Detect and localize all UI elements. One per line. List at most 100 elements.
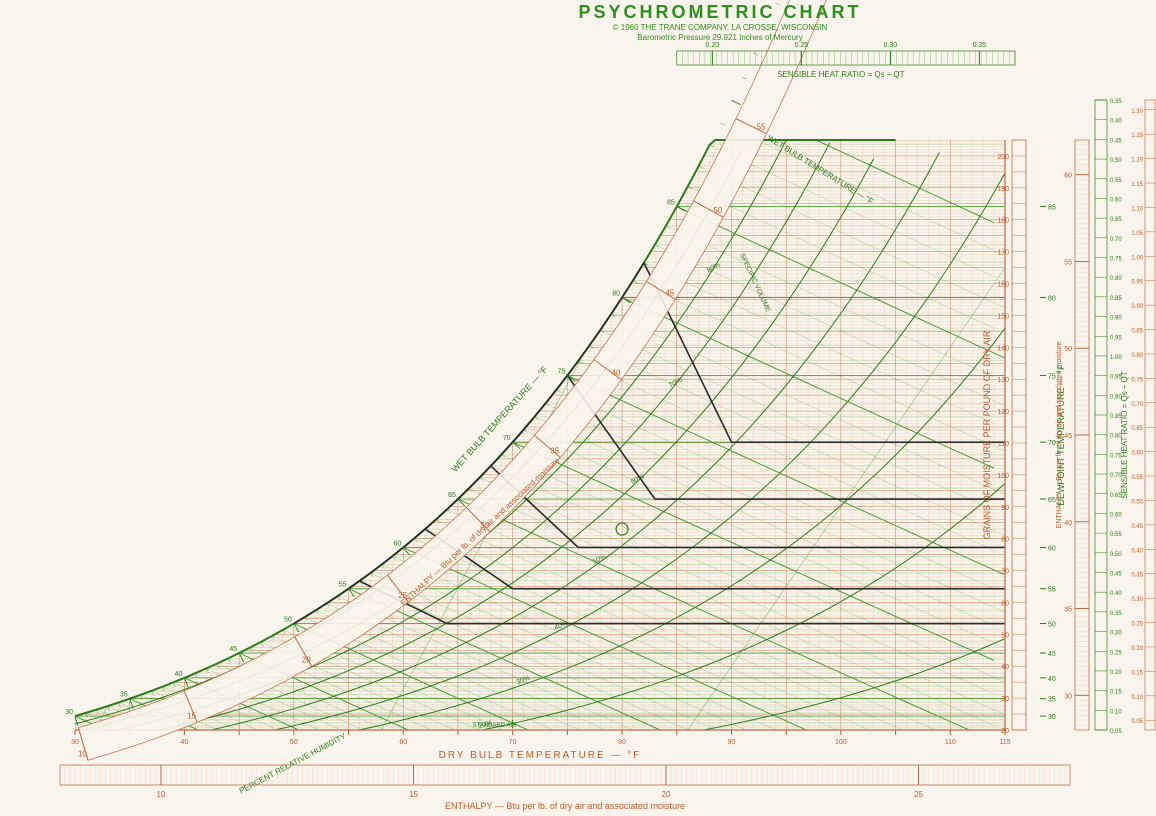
svg-text:1.30: 1.30: [1131, 109, 1143, 115]
svg-text:35: 35: [1048, 697, 1056, 704]
svg-text:ENTHALPY — Btu per lb. of dry: ENTHALPY — Btu per lb. of dry air and as…: [445, 801, 685, 811]
svg-text:0.10: 0.10: [1110, 709, 1122, 715]
svg-text:0.20: 0.20: [1110, 670, 1122, 676]
svg-text:40: 40: [181, 739, 189, 746]
svg-text:0.85: 0.85: [1131, 329, 1143, 335]
svg-text:80: 80: [1001, 537, 1009, 544]
svg-text:30: 30: [1064, 693, 1072, 700]
svg-text:0.80: 0.80: [1131, 353, 1143, 359]
svg-text:35: 35: [1064, 607, 1072, 614]
svg-text:55: 55: [1064, 259, 1072, 266]
svg-text:200: 200: [997, 154, 1009, 161]
svg-text:40: 40: [612, 369, 621, 378]
svg-text:40: 40: [1048, 676, 1056, 683]
svg-text:25: 25: [914, 790, 923, 799]
svg-text:60: 60: [399, 739, 407, 746]
svg-text:0.15: 0.15: [1131, 670, 1143, 676]
svg-text:0.70: 0.70: [1110, 237, 1122, 243]
svg-text:45: 45: [1048, 651, 1056, 658]
svg-text:55: 55: [339, 582, 347, 589]
svg-text:0.75: 0.75: [1131, 377, 1143, 383]
svg-text:60: 60: [393, 540, 401, 547]
svg-text:GRAINS OF MOISTURE PER POUND O: GRAINS OF MOISTURE PER POUND OF DRY AIR: [982, 330, 992, 539]
svg-text:SENSIBLE HEAT RATIO = Qs ÷ QT: SENSIBLE HEAT RATIO = Qs ÷ QT: [1120, 371, 1129, 498]
svg-text:0.45: 0.45: [1131, 524, 1143, 530]
svg-text:50: 50: [1048, 622, 1056, 629]
svg-text:0.10: 0.10: [1131, 695, 1143, 701]
svg-text:110: 110: [998, 441, 1009, 448]
svg-text:DRY BULB TEMPERATURE — °F: DRY BULB TEMPERATURE — °F: [439, 750, 642, 761]
svg-text:0.45: 0.45: [1110, 572, 1122, 578]
svg-text:0.30: 0.30: [1110, 631, 1122, 637]
svg-text:1.25: 1.25: [1131, 133, 1143, 139]
svg-text:30: 30: [65, 709, 73, 716]
svg-text:0.95: 0.95: [1110, 335, 1122, 341]
svg-text:0.35: 0.35: [973, 42, 987, 49]
svg-text:15: 15: [187, 711, 196, 720]
svg-text:0.55: 0.55: [1110, 532, 1122, 538]
svg-text:20: 20: [1001, 728, 1009, 735]
svg-text:65: 65: [448, 492, 456, 499]
svg-text:0.50: 0.50: [1131, 499, 1143, 505]
svg-text:1.20: 1.20: [1131, 158, 1143, 164]
svg-text:180: 180: [997, 218, 1009, 225]
svg-text:0.50: 0.50: [1110, 552, 1122, 558]
svg-text:80: 80: [1048, 295, 1056, 302]
svg-text:75: 75: [1048, 373, 1056, 380]
svg-text:70: 70: [1048, 440, 1056, 447]
svg-text:60: 60: [1064, 173, 1072, 180]
svg-text:0.90: 0.90: [1131, 304, 1143, 310]
svg-text:50: 50: [1001, 632, 1009, 639]
svg-text:1.05: 1.05: [1131, 231, 1143, 237]
svg-text:0.85: 0.85: [1110, 296, 1122, 302]
svg-text:80: 80: [612, 290, 620, 297]
svg-text:0.35: 0.35: [1131, 573, 1143, 579]
svg-text:15: 15: [409, 790, 418, 799]
svg-text:© 1960 THE TRANE COMPANY, LA C: © 1960 THE TRANE COMPANY, LA CROSSE, WIS…: [613, 23, 828, 32]
svg-text:50: 50: [713, 206, 722, 215]
svg-text:30: 30: [71, 739, 79, 746]
svg-text:55: 55: [757, 123, 766, 132]
svg-text:0.30: 0.30: [884, 42, 898, 49]
svg-text:40: 40: [175, 671, 183, 678]
svg-text:0.55: 0.55: [1110, 178, 1122, 184]
chart-title: PSYCHROMETRIC CHART: [578, 2, 861, 22]
svg-text:120: 120: [997, 409, 1009, 416]
svg-text:0.20: 0.20: [706, 42, 720, 49]
svg-text:Barometric Pressure 29.921 Inc: Barometric Pressure 29.921 Inches of Mer…: [637, 33, 802, 42]
svg-text:0.95: 0.95: [1131, 280, 1143, 286]
svg-text:10: 10: [78, 749, 87, 758]
svg-text:60: 60: [1001, 600, 1009, 607]
svg-text:45: 45: [1064, 433, 1072, 440]
chart-svg: 10%20%30%40%50%60%70%80%90%3040506070809…: [0, 0, 1156, 816]
svg-text:0.80: 0.80: [1110, 276, 1122, 282]
svg-text:160: 160: [997, 282, 1009, 289]
svg-text:110: 110: [945, 739, 956, 746]
svg-text:30: 30: [1001, 696, 1009, 703]
psychrometric-chart: 10%20%30%40%50%60%70%80%90%3040506070809…: [0, 0, 1156, 816]
svg-text:40: 40: [1064, 520, 1072, 527]
svg-text:130: 130: [997, 377, 1009, 384]
svg-text:0.05: 0.05: [1110, 729, 1122, 735]
svg-text:40: 40: [1001, 664, 1009, 671]
svg-text:70: 70: [1001, 569, 1009, 576]
svg-text:0.25: 0.25: [1110, 650, 1122, 656]
svg-text:50: 50: [284, 617, 292, 624]
svg-text:0.60: 0.60: [1110, 512, 1122, 518]
svg-text:0.30: 0.30: [1131, 597, 1143, 603]
svg-text:190: 190: [997, 186, 1009, 193]
svg-text:140: 140: [997, 345, 1009, 352]
svg-text:0.60: 0.60: [1131, 451, 1143, 457]
svg-text:35: 35: [120, 692, 128, 699]
svg-text:0.35: 0.35: [1110, 99, 1122, 105]
svg-text:0.20: 0.20: [1131, 646, 1143, 652]
svg-text:35: 35: [550, 446, 559, 455]
svg-text:1.00: 1.00: [1110, 355, 1122, 361]
svg-text:90: 90: [728, 739, 736, 746]
svg-text:0.60: 0.60: [1110, 197, 1122, 203]
svg-text:0.40: 0.40: [1131, 548, 1143, 554]
svg-text:0.40: 0.40: [1110, 119, 1122, 125]
svg-text:65: 65: [1048, 497, 1056, 504]
svg-text:0.70: 0.70: [1131, 402, 1143, 408]
svg-text:0.90: 0.90: [1110, 316, 1122, 322]
